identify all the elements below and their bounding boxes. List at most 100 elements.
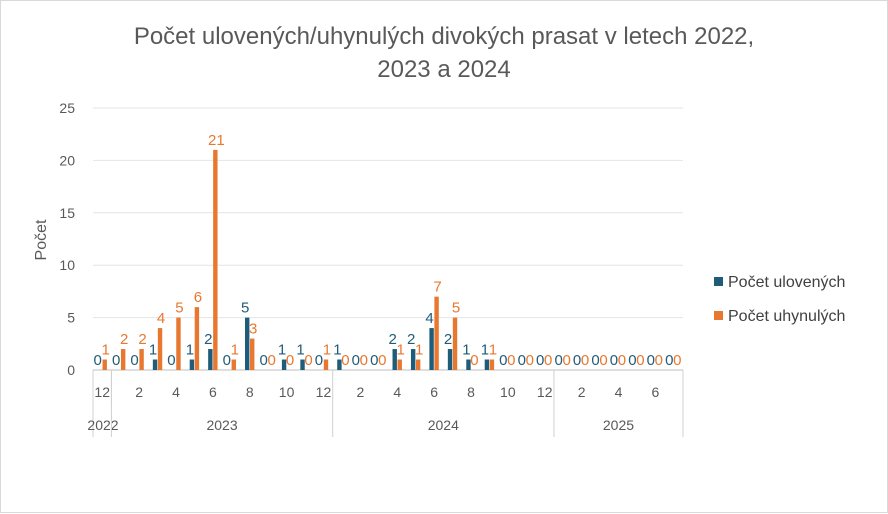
bar (213, 149, 218, 370)
data-label: 0 (544, 352, 552, 369)
year-label: 2022 (87, 417, 118, 433)
bar (484, 359, 490, 370)
data-label: 0 (167, 352, 175, 369)
x-axis: 12 2 4 6 8 10 12 2 4 6 8 10 12 2 4 6 2022 2023 2024 2025 (87, 370, 684, 437)
data-label: 1 (397, 342, 405, 359)
bars (102, 149, 495, 370)
data-label: 2 (120, 331, 128, 348)
data-label: 0 (591, 352, 599, 369)
data-label: 0 (665, 352, 673, 369)
data-label: 6 (194, 289, 202, 306)
x-tick-label: 2 (135, 384, 143, 400)
data-label: 0 (618, 352, 626, 369)
bar (489, 359, 495, 370)
data-label: 1 (149, 342, 157, 359)
data-label: 0 (352, 352, 360, 369)
data-label: 0 (304, 352, 312, 369)
data-label: 0 (223, 352, 231, 369)
bar (447, 349, 453, 370)
data-label: 1 (186, 342, 194, 359)
legend-swatch-series-2 (714, 311, 723, 320)
data-label: 0 (370, 352, 378, 369)
bar (139, 349, 144, 370)
legend-swatch-series-1 (714, 277, 723, 286)
x-tick-label: 10 (279, 384, 295, 400)
data-label: 1 (231, 342, 239, 359)
data-label: 0 (655, 352, 663, 369)
year-label: 2025 (603, 417, 634, 433)
data-label: 0 (647, 352, 655, 369)
bar (102, 359, 107, 370)
data-label: 0 (112, 352, 120, 369)
data-label: 1 (415, 342, 423, 359)
data-label: 0 (610, 352, 618, 369)
data-label: 0 (259, 352, 267, 369)
bar (208, 349, 213, 370)
data-label: 1 (102, 342, 110, 359)
data-label: 0 (341, 352, 349, 369)
data-label: 0 (536, 352, 544, 369)
chart-title-line-2: 2023 a 2024 (377, 56, 510, 83)
x-tick-label: 2 (578, 384, 586, 400)
bar (152, 359, 158, 370)
data-label: 0 (599, 352, 607, 369)
bar (434, 296, 439, 370)
data-label: 21 (208, 132, 225, 149)
year-label: 2024 (428, 417, 459, 433)
data-label: 5 (175, 300, 183, 317)
data-label: 2 (389, 331, 397, 348)
data-label: 1 (489, 342, 497, 359)
x-tick-label: 8 (467, 384, 475, 400)
data-label: 0 (470, 352, 478, 369)
data-label: 5 (241, 300, 249, 317)
x-tick-label: 6 (651, 384, 659, 400)
data-label: 1 (323, 342, 331, 359)
bar (452, 317, 458, 370)
x-tick-label: 12 (94, 384, 110, 400)
bar (250, 338, 255, 370)
y-tick-label: 0 (67, 362, 75, 378)
data-label: 1 (296, 342, 304, 359)
bar (157, 328, 163, 370)
bar (466, 359, 471, 370)
data-label: 0 (554, 352, 562, 369)
data-label: 0 (315, 352, 323, 369)
legend: Počet ulovených Počet uhynulých (714, 274, 845, 325)
y-axis-label: Počet (33, 219, 50, 260)
data-label: 5 (452, 300, 460, 317)
data-label: 1 (278, 342, 286, 359)
data-label: 1 (333, 342, 341, 359)
x-tick-label: 6 (430, 384, 438, 400)
data-label: 0 (581, 352, 589, 369)
x-tick-label: 4 (615, 384, 623, 400)
year-label: 2023 (206, 417, 237, 433)
data-label: 3 (249, 321, 257, 338)
data-label: 0 (94, 352, 102, 369)
data-label: 1 (462, 342, 470, 359)
data-label: 2 (138, 331, 146, 348)
bar (189, 359, 195, 370)
bar (410, 349, 416, 370)
data-label: 0 (378, 352, 386, 369)
data-label: 4 (157, 310, 165, 327)
y-tick-label: 15 (59, 205, 75, 221)
bar (397, 359, 402, 370)
x-tick-label: 6 (209, 384, 217, 400)
x-tick-label: 8 (246, 384, 254, 400)
bar (245, 317, 250, 370)
x-tick-label: 12 (537, 384, 553, 400)
bar (281, 359, 287, 370)
data-label: 0 (518, 352, 526, 369)
data-label: 0 (267, 352, 275, 369)
legend-label-series-2: Počet uhynulých (728, 308, 845, 325)
bar (323, 359, 329, 370)
x-tick-label: 2 (356, 384, 364, 400)
bar (120, 349, 126, 370)
data-label: 0 (673, 352, 681, 369)
legend-label-series-1: Počet ulovených (728, 274, 845, 291)
data-label: 0 (562, 352, 570, 369)
x-tick-label: 4 (393, 384, 401, 400)
